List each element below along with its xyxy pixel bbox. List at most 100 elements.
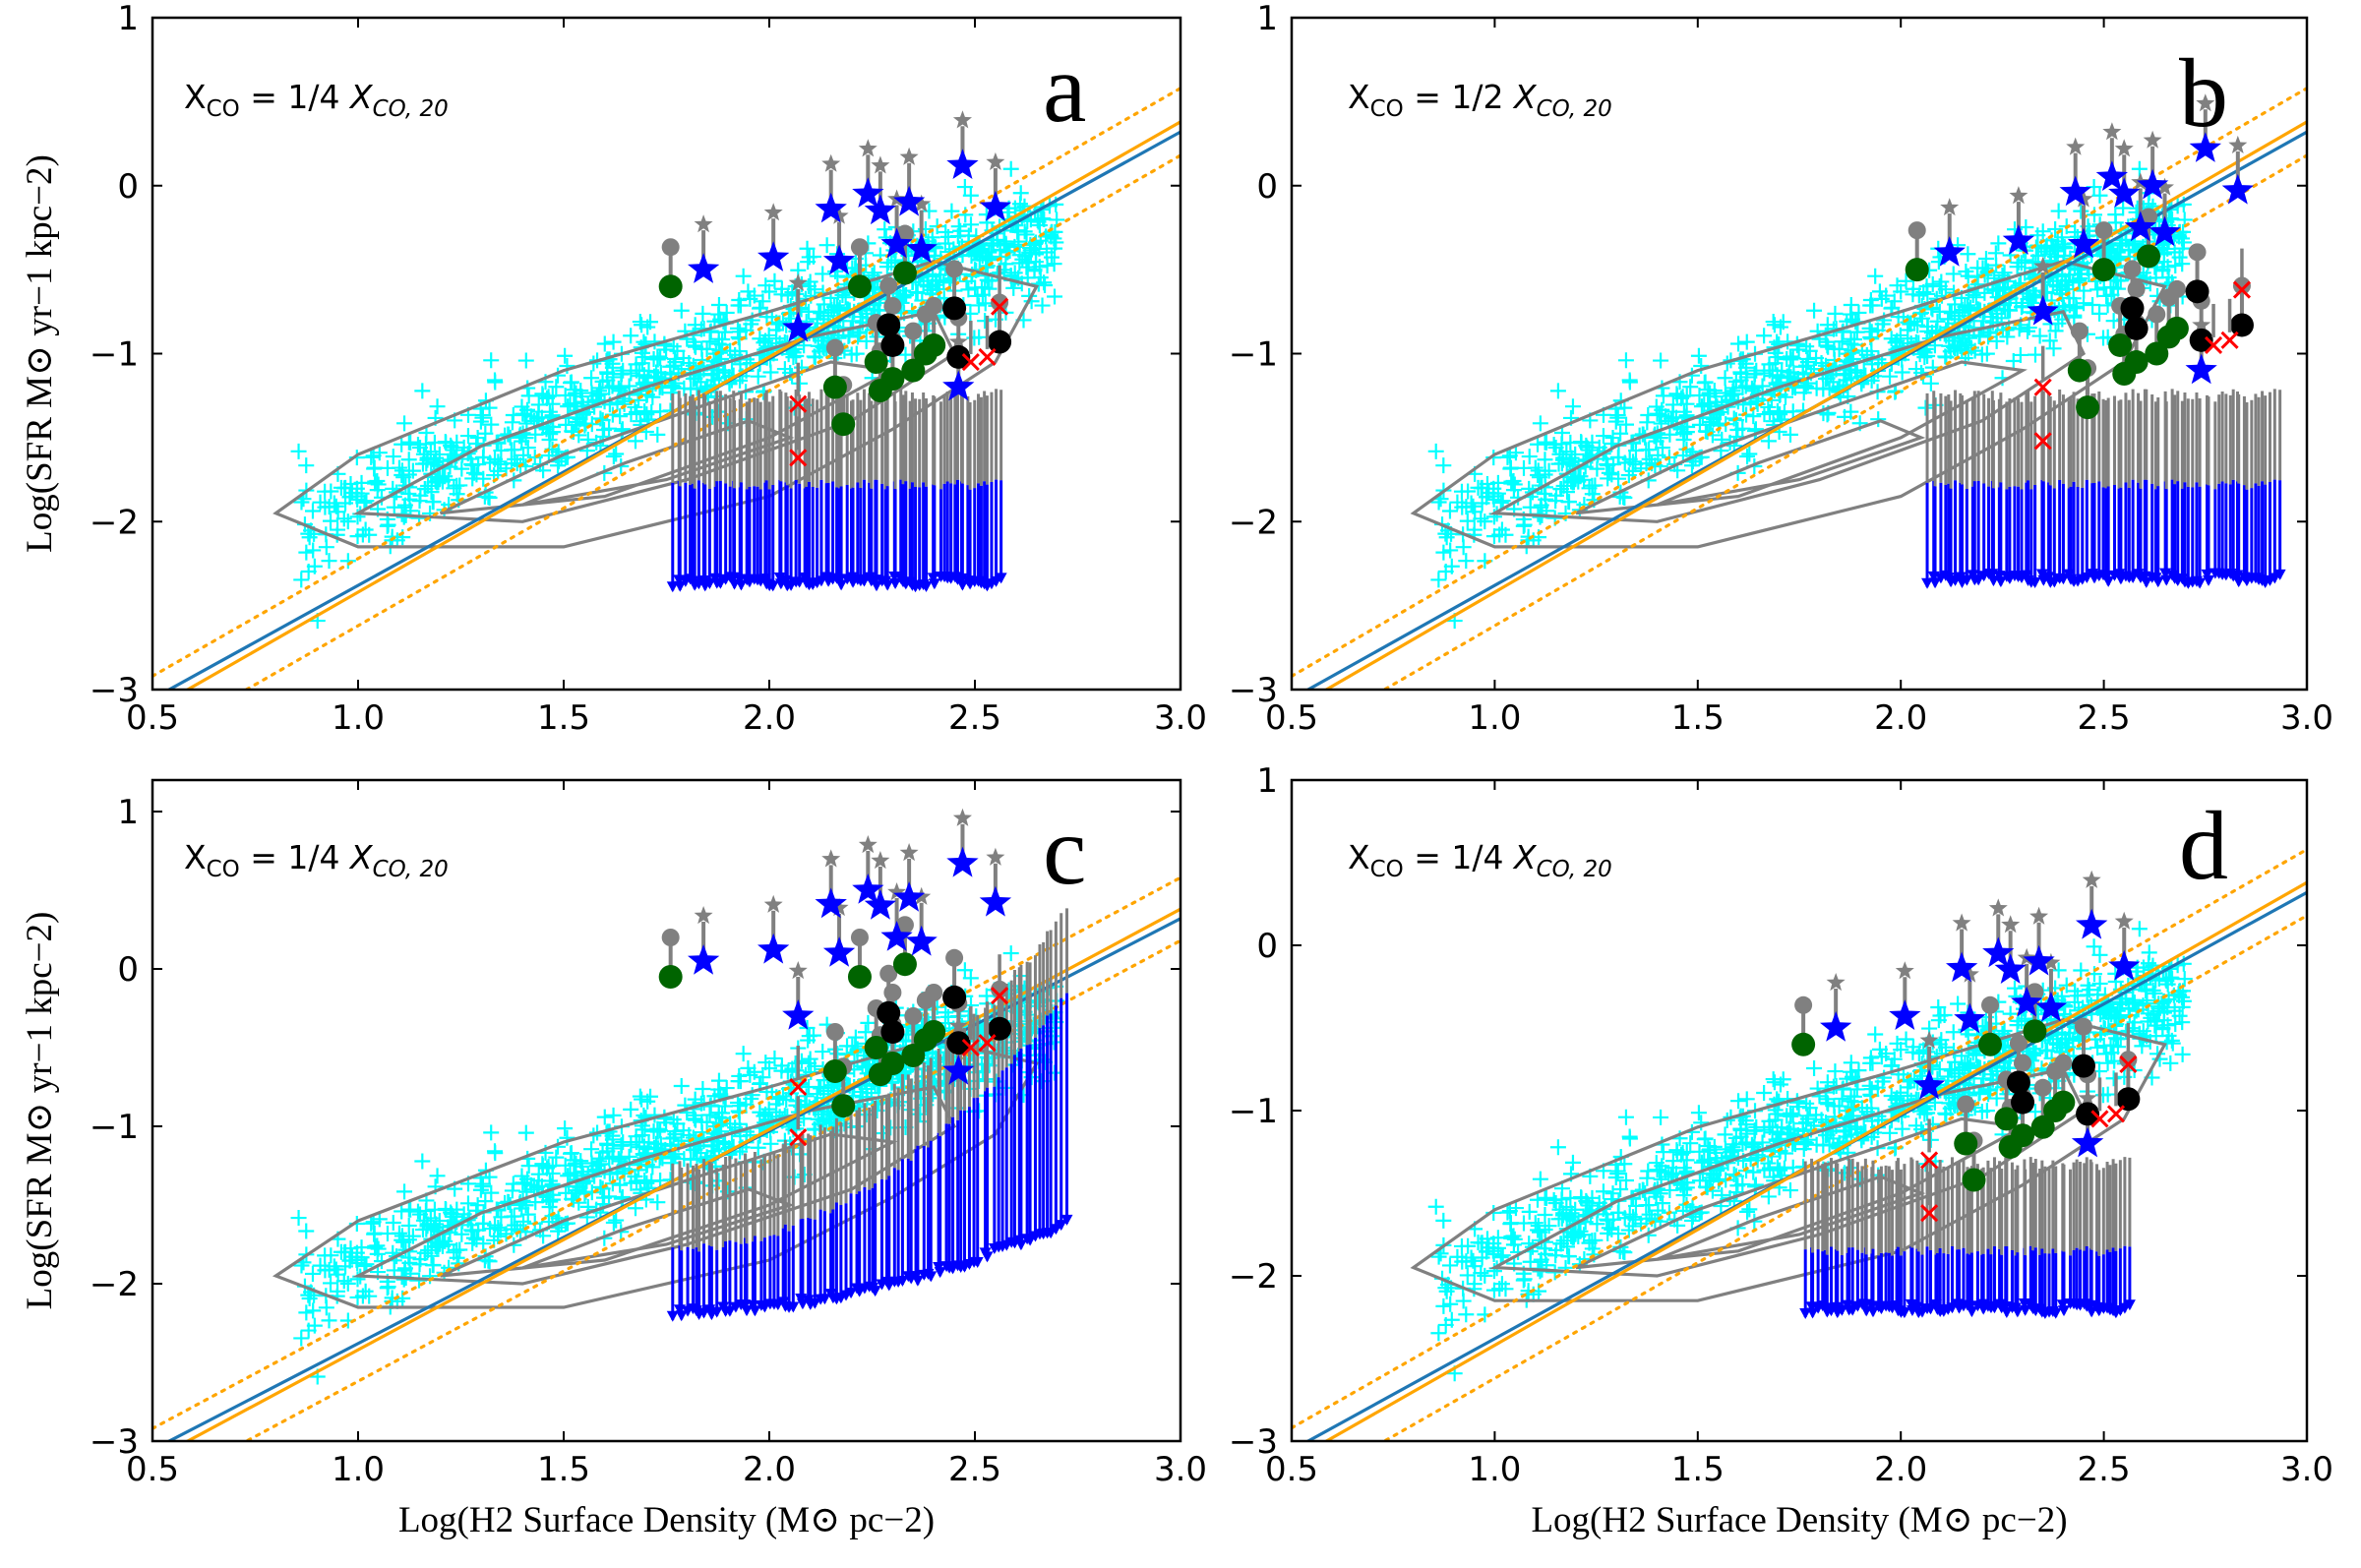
panel-letter: c (1043, 796, 1086, 905)
cyan-plus-point (703, 366, 720, 383)
red-x-point (961, 352, 980, 372)
cyan-plus-point (339, 553, 356, 570)
panel-a: 0.5 1.0 1.5 2.0 2.5 3.0 −3 −2 −1 0 1 XCO = 1/4 XCO,… (20, 0, 1207, 738)
green-dot-point (831, 412, 856, 437)
gray-dot-point (904, 322, 923, 340)
upper-limit-arrowhead (787, 1301, 800, 1313)
cyan-plus-point (1725, 383, 1741, 399)
cyan-plus-point (396, 1183, 413, 1200)
cyan-plus-point (1435, 1212, 1452, 1229)
cyan-plus-point (673, 1078, 690, 1095)
cyan-plus-point (1760, 433, 1777, 450)
cyan-plus-point (766, 272, 783, 289)
cyan-plus-point (1836, 366, 1852, 383)
cyan-plus-point (829, 301, 846, 318)
cyan-plus-point (515, 1175, 531, 1191)
cyan-plus-point (2054, 269, 2071, 285)
upper-limit-arrowhead (2140, 576, 2152, 588)
cyan-plus-point (472, 413, 489, 430)
cyan-plus-point (517, 352, 534, 369)
cyan-plus-point (608, 1212, 625, 1229)
blue-star-point (782, 999, 815, 1030)
upper-limit-arrowhead (796, 1298, 809, 1310)
cyan-plus-point (1843, 297, 1859, 314)
cyan-plus-point (956, 962, 973, 979)
cyan-plus-point (527, 426, 544, 443)
cyan-plus-point (695, 305, 711, 322)
cyan-plus-point (446, 1208, 462, 1225)
cyan-plus-point (318, 1299, 334, 1316)
upper-limit-arrowhead (869, 1286, 881, 1297)
x-tick-label: 1.0 (1468, 698, 1521, 738)
green-dot-point (922, 332, 946, 357)
cyan-plus-point (2091, 187, 2108, 204)
cyan-plus-point (925, 269, 941, 285)
cyan-plus-point (2031, 328, 2048, 344)
cyan-plus-point (1973, 346, 1990, 363)
gray-star-point (821, 153, 841, 172)
black-dot-point (942, 985, 967, 1009)
cyan-plus-point (1665, 409, 1681, 426)
cyan-plus-point (2012, 346, 2028, 363)
cyan-plus-point (1435, 457, 1452, 474)
gray-dot-point (883, 984, 902, 1001)
cyan-plus-point (1748, 362, 1765, 379)
upper-limit-arrowhead (835, 579, 848, 591)
cyan-plus-point (1624, 462, 1641, 479)
cyan-plus-point (750, 1139, 766, 1156)
cyan-plus-point (468, 1232, 485, 1248)
cyan-plus-point (1864, 297, 1881, 314)
cyan-plus-point (792, 375, 809, 392)
cyan-plus-point (612, 1176, 629, 1193)
gray-star-point (829, 206, 849, 224)
cyan-plus-point (492, 1222, 509, 1238)
blue-star-point (852, 874, 884, 904)
cyan-plus-point (1988, 282, 2005, 299)
x-tick-label: 1.5 (537, 1450, 590, 1489)
upper-limit-arrowhead (2194, 577, 2207, 589)
cyan-plus-point (746, 287, 762, 304)
x-tick-label: 2.0 (743, 698, 796, 738)
cyan-plus-point (486, 1143, 503, 1160)
upper-limit-arrowhead (971, 1257, 984, 1269)
cyan-plus-point (815, 266, 831, 282)
cyan-plus-point (298, 1223, 315, 1239)
cyan-plus-point (798, 1088, 815, 1105)
cyan-plus-point (379, 459, 395, 476)
cyan-plus-point (1878, 287, 1895, 304)
gray-star-point (986, 151, 1005, 170)
cyan-plus-point (2050, 203, 2067, 219)
cyan-plus-point (1516, 516, 1533, 533)
blue-star-point (1933, 236, 1966, 267)
cyan-plus-point (1627, 443, 1644, 459)
gray-star-point (912, 886, 932, 905)
cyan-plus-point (463, 1222, 480, 1238)
gray-dot-point (945, 948, 964, 967)
cyan-plus-point (909, 284, 926, 301)
cyan-plus-point (424, 1256, 441, 1273)
cyan-plus-point (574, 393, 590, 410)
cyan-plus-point (305, 1302, 322, 1319)
cyan-plus-point (1941, 337, 1958, 354)
cyan-plus-point (2174, 256, 2191, 272)
blue-star-point (757, 241, 790, 271)
cyan-plus-point (305, 542, 322, 559)
cyan-plus-point (1729, 422, 1746, 439)
upper-limit-arrowhead (845, 1288, 858, 1299)
cyan-plus-point (293, 572, 310, 588)
cyan-plus-point (1039, 258, 1056, 273)
cyan-plus-point (1027, 234, 1044, 251)
y-tick-label: −1 (90, 335, 139, 375)
cyan-plus-point (1968, 289, 1984, 306)
cyan-plus-point (1999, 329, 2016, 345)
cyan-plus-point (605, 1140, 622, 1157)
cyan-plus-point (628, 1128, 644, 1145)
cyan-plus-point (472, 1181, 489, 1198)
cyan-plus-point (1761, 356, 1778, 373)
y-axis-label: Log(SFR M⊙ yr−1 kpc−2) (20, 154, 60, 553)
cyan-plus-point (437, 434, 454, 451)
cyan-plus-point (673, 302, 690, 319)
cyan-plus-point (921, 203, 938, 219)
x-tick-label: 0.5 (1265, 698, 1318, 738)
black-dot-point (877, 1000, 901, 1025)
